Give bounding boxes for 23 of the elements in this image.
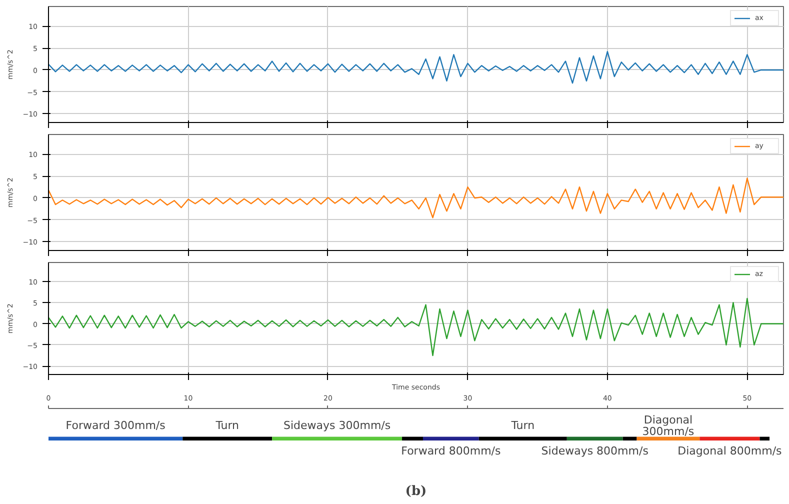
bar <box>182 436 272 440</box>
bar <box>48 436 183 440</box>
line-series <box>48 50 784 84</box>
series-label: Diagonal 800mm/s <box>678 444 782 458</box>
series-label: Turn <box>214 419 240 432</box>
line-series <box>48 178 784 218</box>
bar <box>760 436 770 440</box>
bar <box>402 436 423 440</box>
bar <box>622 436 637 440</box>
line-series <box>48 298 784 356</box>
bar <box>478 436 567 440</box>
series-label: Diagonal 300mm/s <box>642 414 694 438</box>
bar <box>272 436 402 440</box>
bar <box>636 436 700 440</box>
bar <box>422 436 479 440</box>
series-label: Forward 800mm/s <box>401 444 501 458</box>
text: (b) <box>405 484 427 500</box>
bar <box>700 436 760 440</box>
bar <box>566 436 623 440</box>
series-label: Sideways 300mm/s <box>283 419 391 432</box>
series-label: Turn <box>510 419 535 432</box>
series-label: Forward 300mm/s <box>66 419 166 432</box>
series-label: Sideways 800mm/s <box>541 444 649 458</box>
